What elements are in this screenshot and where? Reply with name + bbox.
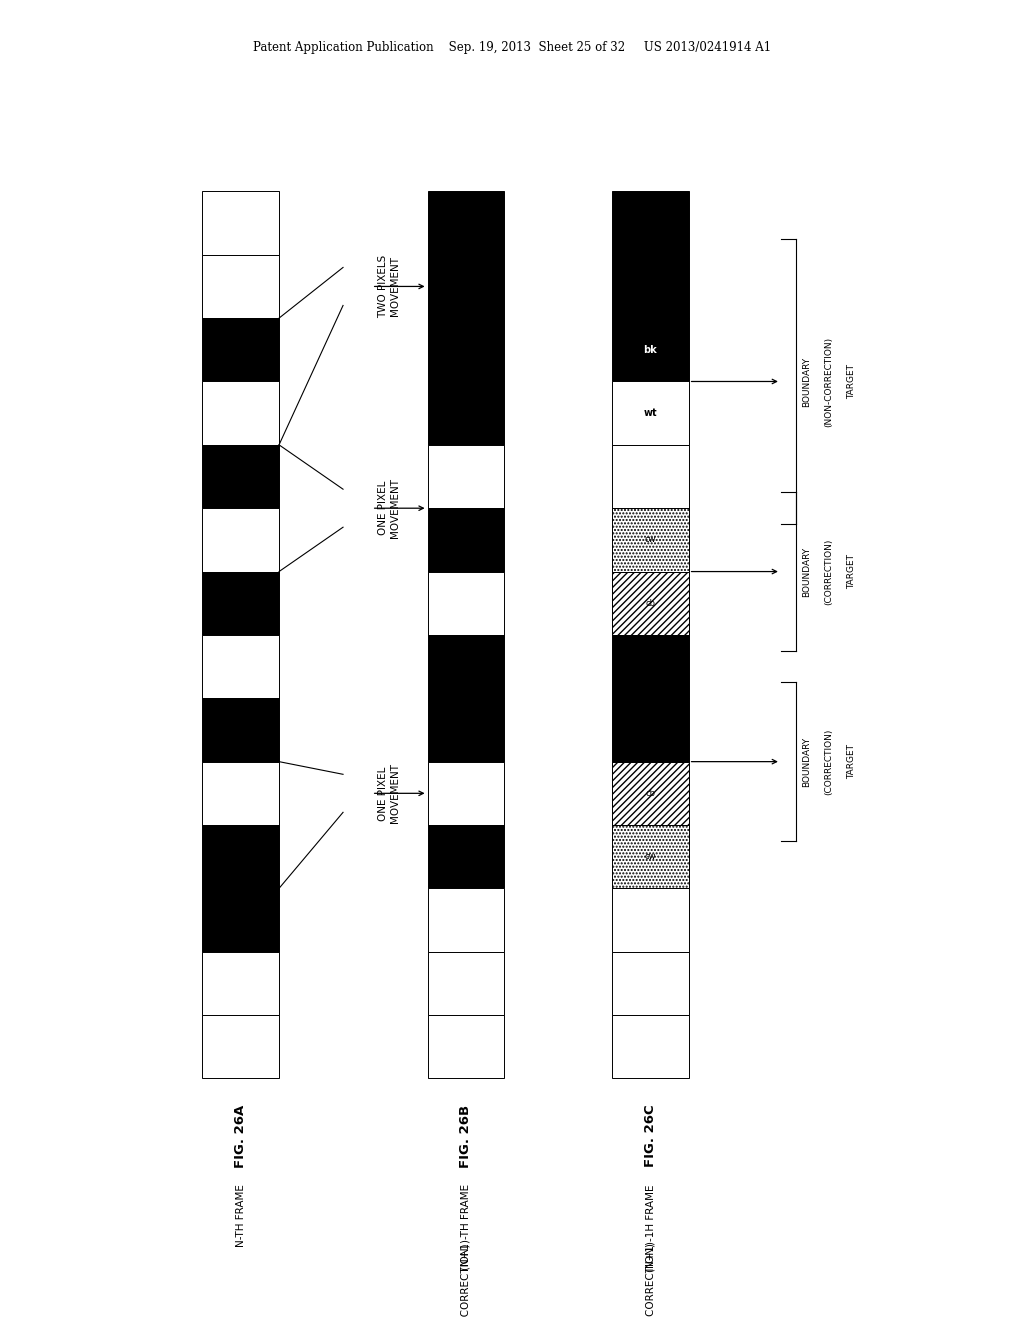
Bar [428, 762, 505, 825]
Text: TARGET: TARGET [847, 364, 856, 399]
Bar [202, 255, 279, 318]
Text: FIG. 26A: FIG. 26A [234, 1105, 247, 1168]
Bar [202, 508, 279, 572]
Bar [202, 445, 279, 508]
Text: (NON-CORRECTION): (NON-CORRECTION) [824, 337, 834, 426]
Bar [612, 762, 688, 825]
Text: wt: wt [643, 408, 657, 418]
Text: cw: cw [644, 853, 656, 861]
Bar [202, 318, 279, 381]
Bar [428, 888, 505, 952]
Bar [612, 508, 688, 572]
Text: Patent Application Publication    Sep. 19, 2013  Sheet 25 of 32     US 2013/0241: Patent Application Publication Sep. 19, … [253, 41, 771, 54]
Text: FIG. 26C: FIG. 26C [644, 1105, 656, 1167]
Text: (CORRECTION): (CORRECTION) [824, 729, 834, 795]
Text: TARGET: TARGET [847, 554, 856, 589]
Bar [612, 445, 688, 508]
Text: BOUNDARY: BOUNDARY [802, 737, 811, 787]
Text: TWO PIXELS
MOVEMENT: TWO PIXELS MOVEMENT [378, 255, 400, 318]
Text: ONE PIXEL
MOVEMENT: ONE PIXEL MOVEMENT [378, 763, 400, 824]
Bar [428, 825, 505, 888]
Text: (AFTER CORRECTION): (AFTER CORRECTION) [645, 1243, 655, 1320]
Text: BOUNDARY: BOUNDARY [802, 546, 811, 597]
Text: (N+1)-TH FRAME: (N+1)-TH FRAME [461, 1184, 471, 1270]
Text: TARGET: TARGET [847, 744, 856, 779]
Text: N-TH FRAME: N-TH FRAME [236, 1184, 246, 1247]
Text: (N+1)-1H FRAME: (N+1)-1H FRAME [645, 1184, 655, 1271]
Bar [612, 191, 688, 255]
Bar [428, 318, 505, 381]
Bar [612, 635, 688, 698]
Bar [612, 698, 688, 762]
Bar [202, 635, 279, 698]
Bar [612, 572, 688, 635]
Bar [612, 825, 688, 888]
Bar [612, 255, 688, 318]
Bar [202, 698, 279, 762]
Text: ONE PIXEL
MOVEMENT: ONE PIXEL MOVEMENT [378, 478, 400, 539]
Bar [202, 888, 279, 952]
Bar [202, 381, 279, 445]
Bar [202, 1015, 279, 1078]
Bar [428, 572, 505, 635]
Bar [428, 635, 505, 698]
Bar [428, 381, 505, 445]
Text: (CORRECTION): (CORRECTION) [824, 539, 834, 605]
Bar [612, 381, 688, 445]
Text: FIG. 26B: FIG. 26B [460, 1105, 472, 1168]
Bar [202, 825, 279, 888]
Bar [428, 698, 505, 762]
Bar [202, 762, 279, 825]
Text: BOUNDARY: BOUNDARY [802, 356, 811, 407]
Bar [612, 762, 688, 825]
Text: (BEFORE CORRECTION): (BEFORE CORRECTION) [461, 1243, 471, 1320]
Bar [428, 952, 505, 1015]
Bar [428, 191, 505, 255]
Bar [612, 1015, 688, 1078]
Bar [428, 508, 505, 572]
Bar [612, 952, 688, 1015]
Bar [428, 255, 505, 318]
Bar [612, 825, 688, 888]
Text: cb: cb [645, 599, 655, 607]
Text: cb: cb [645, 789, 655, 797]
Text: bk: bk [643, 345, 657, 355]
Bar [612, 318, 688, 381]
Bar [202, 191, 279, 255]
Bar [612, 572, 688, 635]
Text: cw: cw [644, 536, 656, 544]
Bar [202, 952, 279, 1015]
Bar [202, 572, 279, 635]
Bar [612, 888, 688, 952]
Bar [428, 1015, 505, 1078]
Bar [612, 508, 688, 572]
Bar [428, 445, 505, 508]
